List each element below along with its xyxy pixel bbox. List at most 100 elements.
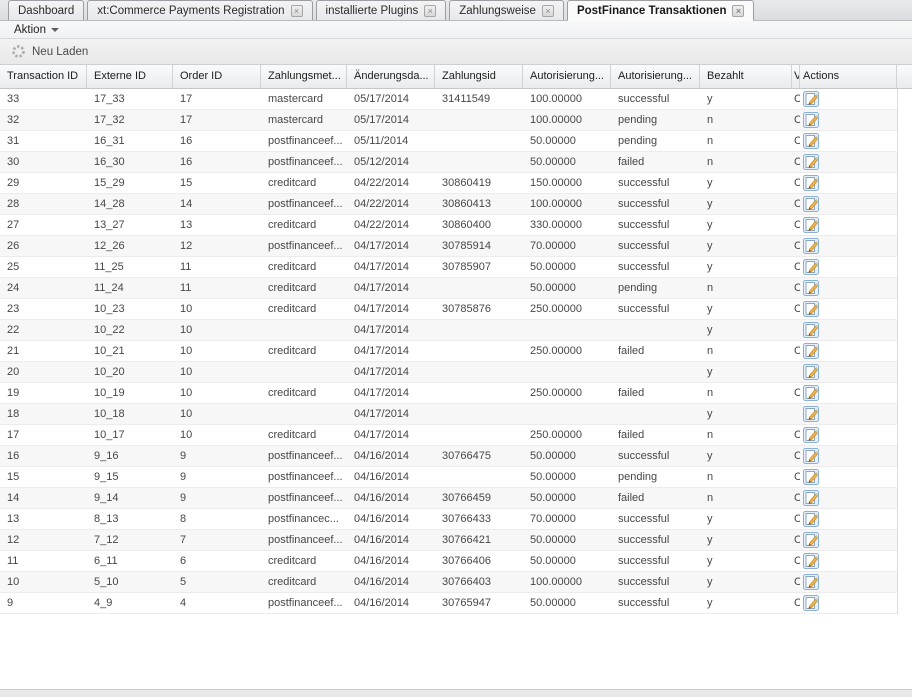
edit-icon[interactable] (803, 154, 819, 170)
tab-installierte-plugins[interactable]: installierte Plugins × (315, 0, 447, 20)
cell-zahlungsmethode: mastercard (268, 93, 324, 105)
table-row[interactable]: 15 9_15 9 postfinanceef... 04/16/2014 50… (0, 467, 897, 488)
column-header-transaction-id[interactable]: Transaction ID (0, 65, 87, 88)
column-header-zahlungsid[interactable]: Zahlungsid (435, 65, 523, 88)
cell-order-id: 12 (180, 240, 193, 252)
table-row[interactable]: 19 10_19 10 creditcard 04/17/2014 250.00… (0, 383, 897, 404)
column-header-autorisierung-betrag[interactable]: Autorisierung... (523, 65, 611, 88)
edit-icon[interactable] (803, 196, 819, 212)
close-icon[interactable]: × (732, 4, 745, 17)
table-row[interactable]: 32 17_32 17 mastercard 05/17/2014 100.00… (0, 110, 897, 131)
edit-icon[interactable] (803, 112, 819, 128)
cell-autorisierung-status: pending (618, 471, 658, 483)
table-row[interactable]: 9 4_9 4 postfinanceef... 04/16/2014 3076… (0, 593, 897, 614)
table-row[interactable]: 27 13_27 13 creditcard 04/22/2014 308604… (0, 215, 897, 236)
close-icon[interactable]: × (424, 4, 437, 17)
tab-bar: Dashboard xt:Commerce Payments Registrat… (0, 0, 912, 21)
table-row[interactable]: 13 8_13 8 postfinancec... 04/16/2014 307… (0, 509, 897, 530)
edit-icon[interactable] (803, 280, 819, 296)
cell-transaction-id: 32 (7, 114, 20, 126)
cell-zahlungsid: 30765947 (442, 597, 491, 609)
cell-transaction-id: 23 (7, 303, 20, 315)
edit-icon[interactable] (803, 448, 819, 464)
edit-icon[interactable] (803, 511, 819, 527)
cell-autorisierung-status: successful (618, 597, 670, 609)
cell-autorisierung-status: successful (618, 513, 670, 525)
edit-icon[interactable] (803, 553, 819, 569)
table-row[interactable]: 18 10_18 10 04/17/2014 y (0, 404, 897, 425)
table-row[interactable]: 10 5_10 5 creditcard 04/16/2014 30766403… (0, 572, 897, 593)
bottom-panel-edge (0, 689, 912, 697)
column-header-externe-id[interactable]: Externe ID (87, 65, 173, 88)
edit-icon[interactable] (803, 217, 819, 233)
table-row[interactable]: 20 10_20 10 04/17/2014 y (0, 362, 897, 383)
reload-button[interactable]: Neu Laden (7, 42, 94, 61)
column-header-aenderungsdatum[interactable]: Änderungsda... (347, 65, 435, 88)
table-row[interactable]: 11 6_11 6 creditcard 04/16/2014 30766406… (0, 551, 897, 572)
edit-icon[interactable] (803, 406, 819, 422)
edit-icon[interactable] (803, 469, 819, 485)
edit-icon[interactable] (803, 574, 819, 590)
table-row[interactable]: 17 10_17 10 creditcard 04/17/2014 250.00… (0, 425, 897, 446)
edit-icon[interactable] (803, 133, 819, 149)
cell-order-id: 6 (180, 555, 187, 567)
edit-icon[interactable] (803, 364, 819, 380)
cell-aenderungsdatum: 04/16/2014 (354, 492, 410, 504)
table-row[interactable]: 26 12_26 12 postfinanceef... 04/17/2014 … (0, 236, 897, 257)
edit-icon[interactable] (803, 301, 819, 317)
cell-actions (800, 89, 897, 109)
edit-icon[interactable] (803, 385, 819, 401)
edit-icon[interactable] (803, 259, 819, 275)
table-row[interactable]: 33 17_33 17 mastercard 05/17/2014 314115… (0, 89, 897, 110)
cell-waehrung: C (794, 135, 800, 147)
cell-autorisierung-status: successful (618, 303, 670, 315)
table-row[interactable]: 23 10_23 10 creditcard 04/17/2014 307858… (0, 299, 897, 320)
edit-icon[interactable] (803, 490, 819, 506)
cell-externe-id: 10_21 (94, 345, 125, 357)
close-icon[interactable]: × (541, 4, 554, 17)
column-header-autorisierung-status[interactable]: Autorisierung... (611, 65, 700, 88)
close-icon[interactable]: × (290, 4, 303, 17)
aktion-menu-button[interactable]: Aktion (8, 23, 65, 37)
column-header-zahlungsmethode[interactable]: Zahlungsmet... (261, 65, 347, 88)
table-row[interactable]: 30 16_30 16 postfinanceef... 05/12/2014 … (0, 152, 897, 173)
column-header-actions[interactable]: Actions (800, 65, 897, 88)
edit-icon[interactable] (803, 343, 819, 359)
table-row[interactable]: 22 10_22 10 04/17/2014 y (0, 320, 897, 341)
table-row[interactable]: 12 7_12 7 postfinanceef... 04/16/2014 30… (0, 530, 897, 551)
tab-postfinance-transaktionen[interactable]: PostFinance Transaktionen × (566, 0, 755, 21)
table-row[interactable]: 31 16_31 16 postfinanceef... 05/11/2014 … (0, 131, 897, 152)
table-row[interactable]: 24 11_24 11 creditcard 04/17/2014 50.000… (0, 278, 897, 299)
tab-dashboard[interactable]: Dashboard (8, 0, 85, 20)
cell-waehrung: C (794, 156, 800, 168)
edit-icon[interactable] (803, 532, 819, 548)
tab-payments-registration[interactable]: xt:Commerce Payments Registration × (87, 0, 313, 20)
table-row[interactable]: 25 11_25 11 creditcard 04/17/2014 307859… (0, 257, 897, 278)
cell-order-id: 8 (180, 513, 187, 525)
column-header-waehrung[interactable]: V (792, 65, 800, 88)
edit-icon[interactable] (803, 238, 819, 254)
edit-icon[interactable] (803, 91, 819, 107)
aktion-menu-label: Aktion (14, 23, 46, 36)
tab-zahlungsweise[interactable]: Zahlungsweise × (449, 0, 564, 20)
cell-externe-id: 10_19 (94, 387, 125, 399)
table-row[interactable]: 16 9_16 9 postfinanceef... 04/16/2014 30… (0, 446, 897, 467)
edit-icon[interactable] (803, 595, 819, 611)
table-row[interactable]: 29 15_29 15 creditcard 04/22/2014 308604… (0, 173, 897, 194)
cell-order-id: 16 (180, 135, 193, 147)
edit-icon[interactable] (803, 322, 819, 338)
cell-zahlungsid: 30860400 (442, 219, 491, 231)
table-row[interactable]: 14 9_14 9 postfinanceef... 04/16/2014 30… (0, 488, 897, 509)
table-row[interactable]: 21 10_21 10 creditcard 04/17/2014 250.00… (0, 341, 897, 362)
cell-autorisierung-status: successful (618, 450, 670, 462)
edit-icon[interactable] (803, 427, 819, 443)
column-header-bezahlt[interactable]: Bezahlt (700, 65, 792, 88)
cell-transaction-id: 22 (7, 324, 20, 336)
table-row[interactable]: 28 14_28 14 postfinanceef... 04/22/2014 … (0, 194, 897, 215)
cell-externe-id: 17_32 (94, 114, 125, 126)
cell-autorisierung-status: failed (618, 387, 645, 399)
cell-transaction-id: 19 (7, 387, 20, 399)
cell-autorisierung-betrag: 50.00000 (530, 555, 576, 567)
edit-icon[interactable] (803, 175, 819, 191)
column-header-order-id[interactable]: Order ID (173, 65, 261, 88)
